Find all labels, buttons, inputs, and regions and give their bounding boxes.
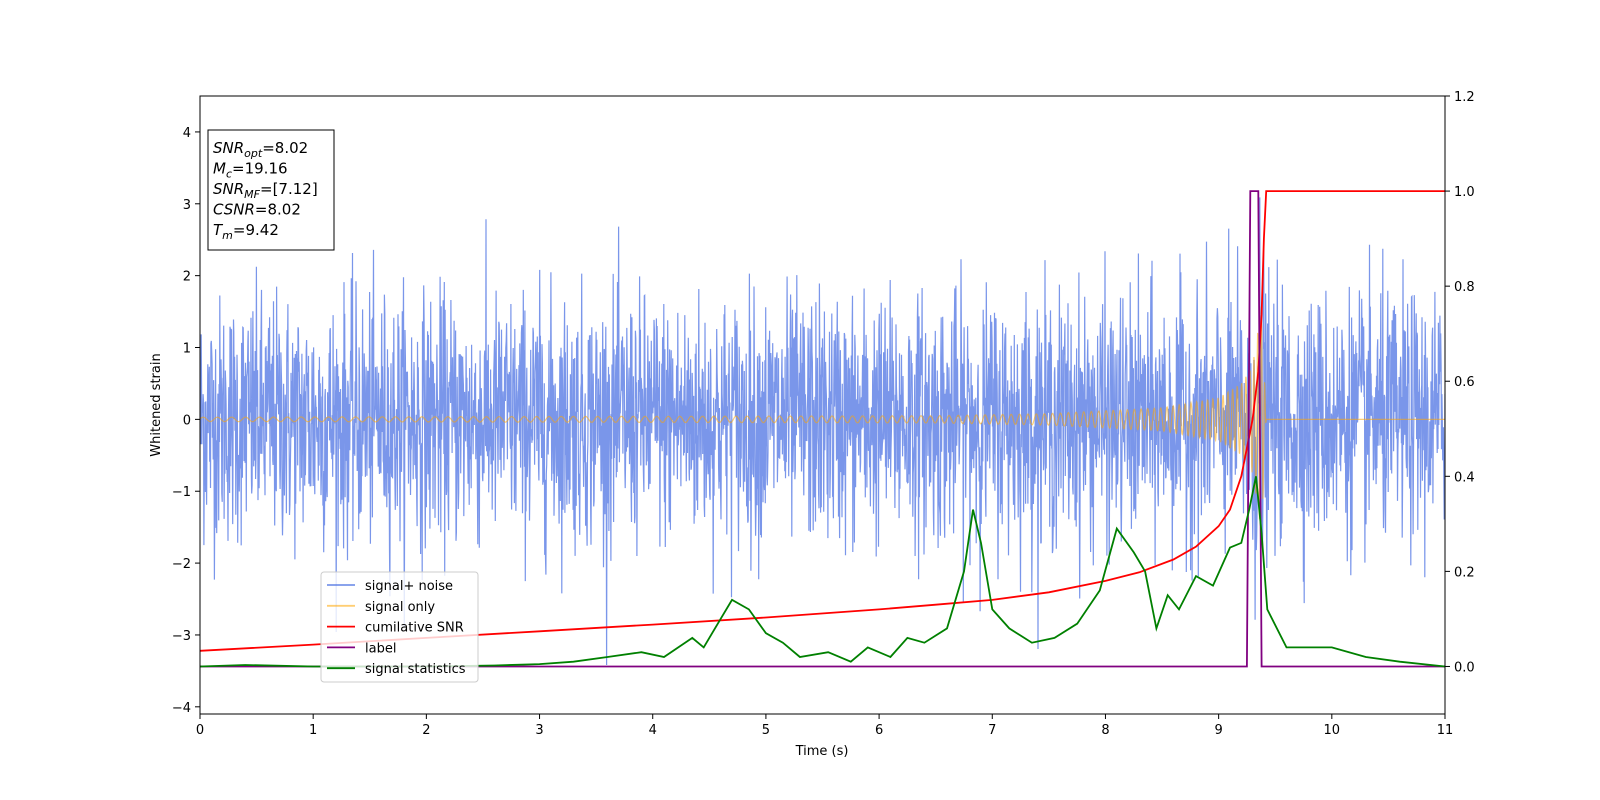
x-tick-label: 9 bbox=[1214, 723, 1222, 738]
y-tick-label: −3 bbox=[172, 629, 191, 644]
y2-tick-label: 0.6 bbox=[1454, 375, 1475, 390]
series-signal-noise-line bbox=[200, 197, 1445, 666]
annotation-subscript: m bbox=[222, 229, 233, 242]
annotation-subscript: opt bbox=[244, 147, 263, 160]
y-tick-label: 2 bbox=[183, 270, 191, 285]
series-signal-statistics-line bbox=[200, 476, 1445, 668]
annotation-value: =9.42 bbox=[233, 221, 279, 239]
legend-frame bbox=[320, 571, 479, 683]
annotation-base: SNR bbox=[213, 180, 244, 198]
annotation-subscript: MF bbox=[244, 188, 260, 201]
annotation-base: CSNR bbox=[213, 201, 255, 219]
x-tick-label: 7 bbox=[988, 723, 996, 738]
series-signal-only-line bbox=[200, 306, 1445, 520]
y2-tick-label: 0.0 bbox=[1454, 660, 1475, 675]
legend-label: signal statistics bbox=[365, 662, 466, 677]
annotation-base: SNR bbox=[213, 139, 244, 157]
annotation-base: T bbox=[213, 221, 224, 239]
y2-tick-label: 0.8 bbox=[1454, 280, 1475, 295]
y-tick-label: 1 bbox=[183, 342, 191, 357]
y-axis-label: Whitened strain bbox=[149, 353, 164, 456]
annotation-line: Mc=19.16 bbox=[213, 160, 288, 181]
y-tick-label: 4 bbox=[183, 126, 191, 141]
annotation-base: M bbox=[213, 160, 226, 178]
x-tick-label: 1 bbox=[309, 723, 317, 738]
x-tick-label: 4 bbox=[649, 723, 657, 738]
x-tick-label: 5 bbox=[762, 723, 770, 738]
y2-tick-label: 0.4 bbox=[1454, 470, 1475, 485]
legend-label: label bbox=[365, 641, 396, 656]
annotation-frame bbox=[207, 129, 335, 251]
annotation-line: CSNR=8.02 bbox=[213, 201, 301, 219]
legend-label: cumilative SNR bbox=[365, 621, 464, 636]
x-tick-label: 2 bbox=[422, 723, 430, 738]
x-tick-label: 3 bbox=[535, 723, 543, 738]
legend-label: signal only bbox=[365, 600, 435, 615]
y-tick-label: −2 bbox=[172, 557, 191, 572]
x-axis-label: Time (s) bbox=[795, 744, 849, 759]
y2-tick-label: 1.0 bbox=[1454, 185, 1475, 200]
legend-label: signal+ noise bbox=[365, 579, 453, 594]
y-tick-label: 0 bbox=[183, 413, 191, 428]
annotation-subscript: c bbox=[226, 168, 232, 181]
annotation-line: SNRopt=8.02 bbox=[213, 139, 308, 160]
annotation-value: =19.16 bbox=[232, 160, 288, 178]
x-tick-label: 10 bbox=[1324, 723, 1341, 738]
annotation-value: =8.02 bbox=[262, 139, 308, 157]
y2-tick-label: 1.2 bbox=[1454, 90, 1475, 105]
x-tick-label: 11 bbox=[1437, 723, 1454, 738]
x-tick-label: 0 bbox=[196, 723, 204, 738]
x-tick-label: 6 bbox=[875, 723, 883, 738]
annotation-line: SNRMF=[7.12] bbox=[213, 180, 318, 201]
y-tick-label: −4 bbox=[172, 701, 191, 716]
annotation-line: Tm=9.42 bbox=[213, 221, 279, 242]
annotation-value: =8.02 bbox=[255, 201, 301, 219]
series-label-line bbox=[200, 190, 1445, 668]
y-tick-label: 3 bbox=[183, 198, 191, 213]
plot-frame bbox=[199, 95, 1446, 715]
x-tick-label: 8 bbox=[1101, 723, 1109, 738]
y2-tick-label: 0.2 bbox=[1454, 565, 1475, 580]
annotation-box: SNRopt=8.02Mc=19.16SNRMF=[7.12]CSNR=8.02… bbox=[207, 129, 335, 251]
legend: signal+ noise signal only cumilative SNR la… bbox=[320, 571, 479, 683]
y-tick-label: −1 bbox=[172, 485, 191, 500]
annotation-value: =[7.12] bbox=[260, 180, 318, 198]
